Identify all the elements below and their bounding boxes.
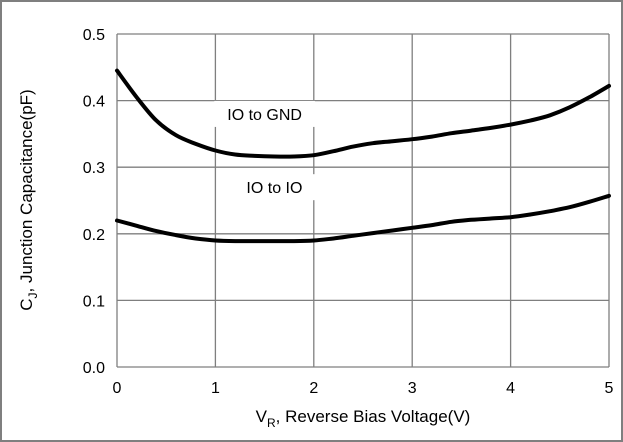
y-axis-label-main: C xyxy=(17,298,36,310)
y-tick-label: 0.5 xyxy=(83,27,105,44)
grid xyxy=(116,33,610,368)
io-to-gnd-curve xyxy=(115,68,611,159)
y-axis-label-rest: , Junction Capacitance(pF) xyxy=(17,89,36,292)
x-tick-label: 0 xyxy=(113,380,122,397)
x-tick-label: 3 xyxy=(408,380,417,397)
y-tick-label: 0.3 xyxy=(83,160,105,177)
y-tick-label: 0.0 xyxy=(83,360,105,377)
y-tick-label: 0.1 xyxy=(83,293,105,310)
annotation-label: IO to GND xyxy=(227,107,302,124)
annotation-background xyxy=(214,100,315,127)
y-tick-label: 0.4 xyxy=(83,94,105,111)
series-group xyxy=(115,68,611,244)
io-to-io-curve xyxy=(115,193,611,244)
x-axis-label-sub: R xyxy=(267,416,276,430)
x-tick-label: 5 xyxy=(605,380,614,397)
x-axis-label: VR, Reverse Bias Voltage(V) xyxy=(256,407,471,430)
y-tick-label: 0.2 xyxy=(83,227,105,244)
tick-labels: 0.0 0.1 0.2 0.3 0.4 0.5 0 1 2 3 4 5 xyxy=(83,27,614,397)
x-tick-label: 4 xyxy=(506,380,515,397)
x-tick-label: 2 xyxy=(309,380,318,397)
y-axis-label-sub: J xyxy=(26,292,40,298)
annotations: IO to GND IO to IO xyxy=(214,100,321,201)
annotation-label: IO to IO xyxy=(246,180,302,197)
annotation-background xyxy=(228,174,321,201)
y-axis-label: CJ, Junction Capacitance(pF) xyxy=(17,89,40,310)
x-axis-label-main: V xyxy=(256,407,268,426)
x-tick-label: 1 xyxy=(211,380,220,397)
x-axis-label-rest: , Reverse Bias Voltage(V) xyxy=(276,407,471,426)
